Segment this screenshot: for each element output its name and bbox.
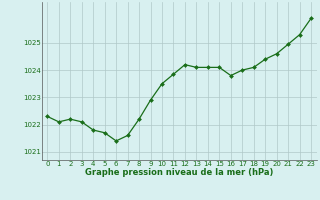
X-axis label: Graphe pression niveau de la mer (hPa): Graphe pression niveau de la mer (hPa) xyxy=(85,168,273,177)
